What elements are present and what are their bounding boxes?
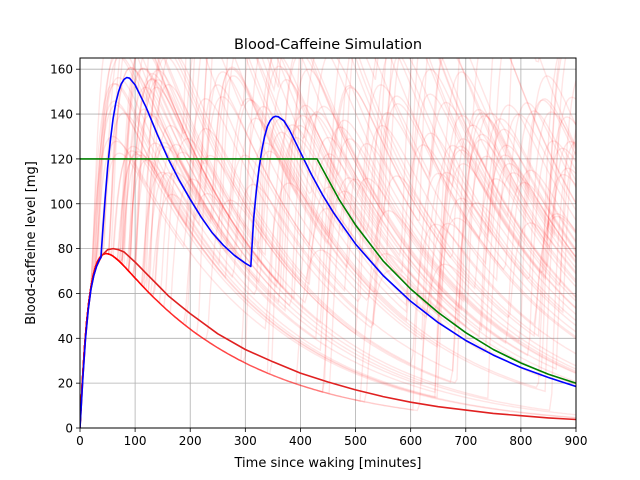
background-simulation-line <box>80 58 576 428</box>
background-simulation-line <box>80 150 576 428</box>
y-tick-label: 160 <box>50 63 73 77</box>
background-simulation-line <box>80 58 576 428</box>
background-simulation-line <box>80 128 576 428</box>
main-series-lines <box>80 76 576 428</box>
background-simulation-line <box>80 58 576 428</box>
x-tick-label: 800 <box>509 434 532 448</box>
background-simulation-line <box>80 112 576 428</box>
x-tick-label: 100 <box>124 434 147 448</box>
background-simulation-line <box>80 58 576 428</box>
y-axis-ticks: 0 20 40 60 80 100 120 140 160 <box>50 63 80 436</box>
background-simulation-line <box>80 58 576 428</box>
background-simulation-line <box>80 58 560 428</box>
background-simulation-line <box>80 86 576 428</box>
background-simulation-line <box>80 72 576 428</box>
background-simulation-line <box>80 58 576 428</box>
y-tick-label: 60 <box>58 287 73 301</box>
background-simulation-line <box>80 95 576 428</box>
x-tick-label: 600 <box>399 434 422 448</box>
background-simulation-line <box>80 68 576 428</box>
x-tick-label: 0 <box>76 434 84 448</box>
y-tick-label: 20 <box>58 377 73 391</box>
background-simulation-line <box>80 58 576 428</box>
background-simulation-line <box>80 138 576 428</box>
y-tick-label: 0 <box>65 422 73 436</box>
green-series-line <box>80 158 576 384</box>
x-tick-label: 300 <box>234 434 257 448</box>
background-simulation-line <box>80 58 576 428</box>
background-simulation-line <box>80 80 576 428</box>
background-simulation-line <box>80 66 576 428</box>
x-axis-label: Time since waking [minutes] <box>234 456 422 471</box>
background-simulation-line <box>80 97 576 428</box>
background-simulation-line <box>80 154 576 428</box>
background-simulation-line <box>80 58 576 428</box>
background-simulation-line <box>80 58 559 428</box>
y-tick-label: 40 <box>58 332 73 346</box>
background-simulation-line <box>80 58 576 428</box>
background-simulation-line <box>80 58 567 428</box>
background-simulation-line <box>80 58 576 428</box>
background-simulation-line <box>80 58 576 428</box>
x-tick-label: 900 <box>565 434 588 448</box>
y-tick-label: 140 <box>50 108 73 122</box>
background-simulation-line <box>80 145 576 428</box>
background-simulation-lines <box>80 58 576 428</box>
background-simulation-line <box>80 58 576 428</box>
background-simulation-line <box>80 154 576 428</box>
background-simulation-line <box>80 58 576 428</box>
x-tick-label: 400 <box>289 434 312 448</box>
background-simulation-line <box>80 113 576 428</box>
y-tick-label: 120 <box>50 152 73 166</box>
background-simulation-line <box>80 58 513 428</box>
x-tick-label: 700 <box>454 434 477 448</box>
chart-title: Blood-Caffeine Simulation <box>234 37 422 53</box>
background-simulation-line <box>80 58 576 428</box>
background-simulation-line <box>80 169 576 428</box>
background-simulation-line <box>80 58 576 428</box>
background-simulation-line <box>80 58 576 428</box>
background-simulation-line <box>80 101 576 428</box>
background-simulation-line <box>80 58 576 428</box>
background-simulation-line <box>80 100 576 428</box>
background-simulation-line <box>80 58 576 428</box>
background-simulation-line <box>80 172 576 428</box>
background-simulation-line <box>80 58 576 428</box>
background-simulation-line <box>80 58 576 428</box>
y-tick-label: 100 <box>50 197 73 211</box>
y-axis-label: Blood-caffeine level [mg] <box>24 161 39 325</box>
background-simulation-line <box>80 172 576 428</box>
background-simulation-line <box>80 58 576 428</box>
x-axis-ticks: 0 100 200 300 400 500 600 700 800 900 <box>76 428 587 448</box>
x-tick-label: 200 <box>179 434 202 448</box>
background-simulation-line <box>80 69 576 428</box>
background-simulation-line <box>80 140 576 428</box>
background-simulation-line <box>80 58 576 428</box>
background-simulation-line <box>80 129 576 428</box>
background-simulation-line <box>80 58 428 428</box>
plot-frame <box>79 57 577 429</box>
background-simulation-line <box>80 58 576 428</box>
background-simulation-line <box>80 58 576 428</box>
background-simulation-line <box>80 58 576 428</box>
blue-series-line <box>80 76 576 428</box>
background-simulation-line <box>80 58 576 428</box>
background-simulation-line <box>80 96 576 428</box>
background-simulation-line <box>80 83 576 428</box>
background-simulation-line <box>80 67 576 428</box>
background-simulation-line <box>80 68 576 428</box>
x-tick-label: 500 <box>344 434 367 448</box>
y-tick-label: 80 <box>58 242 73 256</box>
background-simulation-line <box>80 58 576 428</box>
background-simulation-line <box>80 58 576 428</box>
background-simulation-line <box>80 58 576 428</box>
background-simulation-line <box>80 178 576 428</box>
background-simulation-line <box>80 58 540 428</box>
background-simulation-line <box>80 71 576 428</box>
